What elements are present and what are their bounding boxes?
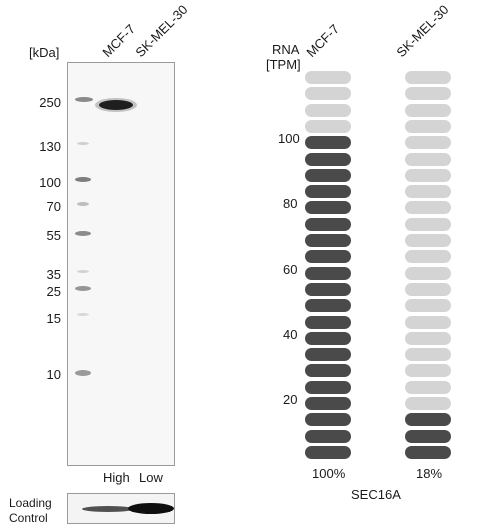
marker-15: 15 [46,311,61,326]
rna-segment-mcf7 [305,103,351,117]
rna-segment-skmel30 [405,299,451,313]
rna-segment-skmel30 [405,397,451,410]
rna-segment-mcf7 [305,185,351,199]
protein-band-mcf7-halo [95,98,137,112]
ladder-band-250 [75,97,93,102]
marker-55: 55 [46,228,61,243]
rna-axis-tick-80: 80 [283,196,298,211]
rna-segment-mcf7 [305,201,351,215]
rna-segment-mcf7 [305,331,351,345]
marker-25: 25 [46,284,61,299]
marker-100: 100 [39,175,61,190]
rna-segment-mcf7 [305,429,351,443]
rna-segment-mcf7 [305,413,351,427]
rna-segment-skmel30 [405,331,451,345]
rna-segment-skmel30 [405,266,451,280]
rna-segment-skmel30 [405,103,451,117]
rna-segment-mcf7 [305,119,351,133]
ladder-band-10 [75,370,91,376]
lane-label-skmel30: SK-MEL-30 [132,1,191,61]
rna-segment-mcf7 [305,445,351,459]
rna-segment-mcf7 [305,315,351,329]
marker-250: 250 [39,95,61,110]
rna-segment-skmel30 [405,282,451,296]
ladder-band-55 [75,231,91,236]
rna-segment-mcf7 [305,136,351,150]
rna-label-line2: [TPM] [266,57,301,72]
rna-segment-skmel30 [405,250,451,264]
loading-control-label-line1: Loading [9,496,52,510]
rna-segment-skmel30 [405,429,451,443]
rna-column-skmel30 [405,0,451,528]
ladder-band-130 [77,142,89,145]
rna-segment-mcf7 [305,234,351,247]
rna-segment-skmel30 [405,119,451,133]
rna-percent-skmel30: 18% [416,466,443,481]
rna-segment-skmel30 [405,217,451,231]
rna-segment-skmel30 [405,413,451,427]
western-blot-image [67,62,175,466]
rna-segment-skmel30 [405,136,451,150]
rna-segment-mcf7 [305,87,351,101]
expression-label-high: High [103,470,130,485]
rna-segment-mcf7 [305,348,351,362]
rna-column-mcf7 [305,0,351,528]
ladder-band-15 [77,313,89,316]
rna-segment-skmel30 [405,87,451,101]
loading-band-skmel30 [128,503,174,514]
rna-segment-mcf7 [305,250,351,264]
rna-axis-tick-60: 60 [283,262,298,277]
rna-segment-mcf7 [305,152,351,166]
rna-segment-skmel30 [405,234,451,247]
rna-segment-mcf7 [305,266,351,280]
rna-segment-skmel30 [405,348,451,362]
ladder-band-25 [75,286,91,291]
rna-segment-skmel30 [405,201,451,215]
protein-band-mcf7 [99,100,133,110]
marker-70: 70 [46,199,61,214]
rna-segment-mcf7 [305,299,351,313]
rna-segment-mcf7 [305,380,351,394]
rna-segment-mcf7 [305,71,351,84]
rna-axis-tick-20: 20 [283,392,298,407]
rna-segment-mcf7 [305,217,351,231]
marker-10: 10 [46,367,61,382]
rna-label-line1: RNA [272,42,300,57]
ladder-band-100 [75,177,91,182]
loading-control-blot [67,493,175,524]
marker-130: 130 [39,139,61,154]
rna-segment-mcf7 [305,397,351,410]
rna-axis-tick-100: 100 [278,131,300,146]
kda-unit-label: [kDa] [29,45,60,60]
rna-segment-mcf7 [305,282,351,296]
marker-35: 35 [46,267,61,282]
loading-band-mcf7 [82,506,134,512]
rna-axis-tick-40: 40 [283,327,298,342]
rna-segment-skmel30 [405,185,451,199]
ladder-band-35 [77,270,89,273]
rna-segment-skmel30 [405,315,451,329]
rna-segment-mcf7 [305,168,351,182]
rna-segment-skmel30 [405,445,451,459]
gene-name-label: SEC16A [351,487,401,502]
ladder-band-70 [77,202,89,206]
lane-label-mcf7: MCF-7 [99,21,139,61]
rna-segment-skmel30 [405,364,451,378]
rna-segment-skmel30 [405,168,451,182]
loading-control-label-line2: Control [9,511,48,525]
rna-percent-mcf7: 100% [312,466,346,481]
rna-segment-skmel30 [405,152,451,166]
expression-label-low: Low [139,470,163,485]
rna-segment-skmel30 [405,71,451,84]
rna-segment-mcf7 [305,364,351,378]
rna-segment-skmel30 [405,380,451,394]
